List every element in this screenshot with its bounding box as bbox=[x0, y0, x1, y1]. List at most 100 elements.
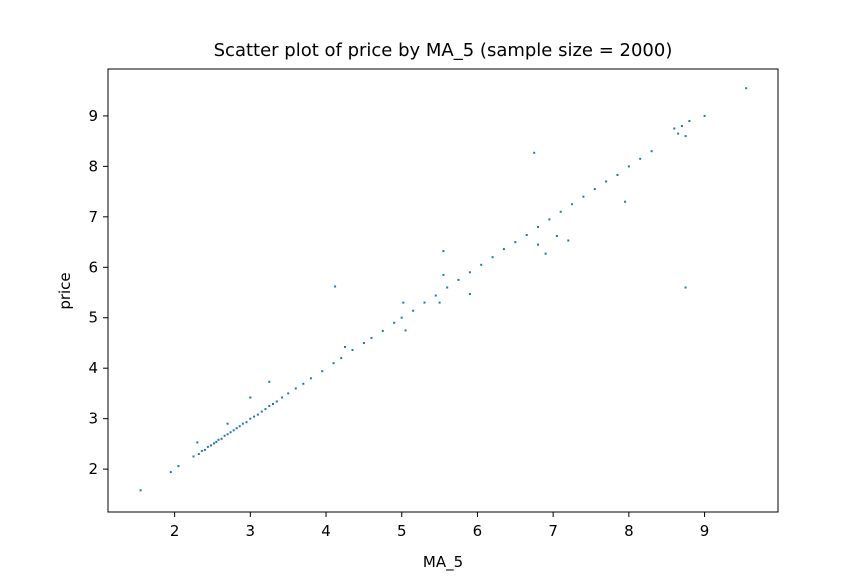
scatter-point bbox=[241, 422, 244, 425]
scatter-point bbox=[502, 248, 505, 251]
scatter-point bbox=[281, 396, 284, 399]
scatter-point bbox=[197, 453, 200, 455]
scatter-point bbox=[238, 425, 241, 428]
scatter-point bbox=[745, 87, 748, 90]
scatter-point bbox=[605, 180, 608, 183]
scatter-point bbox=[457, 278, 460, 281]
scatter-point bbox=[235, 427, 238, 430]
scatter-point bbox=[245, 421, 248, 424]
scatter-point bbox=[332, 362, 335, 365]
scatter-point bbox=[537, 243, 539, 246]
scatter-point bbox=[627, 165, 630, 168]
x-tick-label: 5 bbox=[397, 522, 407, 540]
x-tick-label: 4 bbox=[321, 522, 331, 540]
scatter-point bbox=[217, 438, 220, 441]
scatter-point bbox=[220, 437, 223, 440]
scatter-point bbox=[555, 235, 558, 237]
scatter-point bbox=[567, 239, 570, 242]
chart-title: Scatter plot of price by MA_5 (sample si… bbox=[214, 40, 673, 61]
x-tick-label: 6 bbox=[473, 522, 483, 540]
scatter-point bbox=[264, 408, 267, 411]
x-tick-label: 7 bbox=[548, 522, 558, 540]
x-axis-ticks: 2 3 4 5 6 7 8 9 bbox=[170, 512, 709, 540]
scatter-point bbox=[703, 114, 706, 117]
scatter-point bbox=[249, 396, 252, 399]
y-axis-ticks: 2 3 4 5 6 7 8 9 bbox=[88, 107, 108, 478]
scatter-point bbox=[210, 444, 212, 447]
scatter-point bbox=[616, 174, 619, 176]
scatter-point bbox=[400, 316, 403, 319]
scatter-point bbox=[468, 271, 471, 274]
scatter-point bbox=[196, 441, 199, 444]
y-tick-label: 8 bbox=[88, 157, 98, 175]
scatter-point bbox=[340, 357, 343, 360]
scatter-point bbox=[624, 200, 627, 203]
scatter-point bbox=[232, 429, 235, 432]
scatter-point bbox=[491, 256, 494, 259]
scatter-point bbox=[593, 188, 596, 191]
y-tick-label: 6 bbox=[88, 258, 98, 276]
scatter-point bbox=[287, 392, 290, 395]
scatter-point bbox=[412, 309, 415, 312]
y-axis-label: price bbox=[56, 272, 74, 309]
scatter-point bbox=[423, 301, 426, 304]
scatter-point bbox=[268, 405, 271, 407]
x-tick-label: 3 bbox=[246, 522, 256, 540]
scatter-point bbox=[256, 413, 259, 416]
scatter-point bbox=[226, 433, 229, 436]
scatter-point bbox=[215, 440, 218, 443]
scatter-point bbox=[272, 403, 274, 405]
scatter-point bbox=[362, 342, 365, 344]
x-tick-label: 2 bbox=[170, 522, 180, 540]
scatter-point bbox=[446, 286, 449, 289]
scatter-point bbox=[582, 195, 585, 198]
scatter-point bbox=[442, 273, 445, 276]
scatter-point bbox=[639, 157, 642, 160]
y-tick-label: 4 bbox=[88, 359, 98, 377]
scatter-point bbox=[253, 415, 256, 418]
scatter-point bbox=[200, 449, 203, 452]
scatter-point bbox=[321, 370, 324, 373]
scatter-point bbox=[229, 431, 232, 434]
scatter-point bbox=[404, 329, 407, 332]
scatter-point bbox=[260, 410, 263, 413]
scatter-point bbox=[192, 455, 195, 458]
scatter-point bbox=[351, 349, 354, 351]
scatter-point bbox=[139, 489, 142, 492]
scatter-point bbox=[294, 387, 297, 390]
scatter-point bbox=[334, 285, 337, 288]
scatter-point bbox=[438, 301, 441, 304]
scatter-point bbox=[548, 218, 551, 221]
y-tick-label: 9 bbox=[88, 107, 98, 125]
scatter-point bbox=[673, 127, 676, 130]
scatter-point bbox=[275, 400, 278, 403]
scatter-point bbox=[525, 234, 528, 236]
scatter-point bbox=[544, 252, 547, 255]
scatter-point bbox=[514, 241, 517, 244]
scatter-point bbox=[571, 203, 574, 206]
scatter-point bbox=[402, 301, 405, 304]
scatter-point bbox=[677, 132, 680, 135]
points-group bbox=[139, 87, 748, 492]
scatter-point bbox=[213, 442, 215, 445]
x-axis-label: MA_5 bbox=[423, 553, 463, 572]
scatter-point bbox=[393, 321, 396, 324]
scatter-point bbox=[302, 382, 305, 385]
scatter-point bbox=[680, 125, 683, 127]
scatter-point bbox=[203, 448, 206, 451]
scatter-point bbox=[169, 471, 172, 474]
scatter-point bbox=[537, 225, 539, 228]
scatter-point bbox=[370, 336, 373, 339]
scatter-point bbox=[223, 434, 226, 437]
scatter-point bbox=[533, 151, 536, 154]
scatter-point bbox=[206, 445, 209, 448]
scatter-point bbox=[434, 294, 437, 297]
scatter-point bbox=[688, 120, 691, 122]
scatter-point bbox=[226, 422, 229, 425]
scatter-point bbox=[684, 286, 687, 289]
y-tick-label: 3 bbox=[88, 410, 98, 428]
scatter-point bbox=[684, 135, 687, 138]
x-tick-label: 9 bbox=[700, 522, 710, 540]
